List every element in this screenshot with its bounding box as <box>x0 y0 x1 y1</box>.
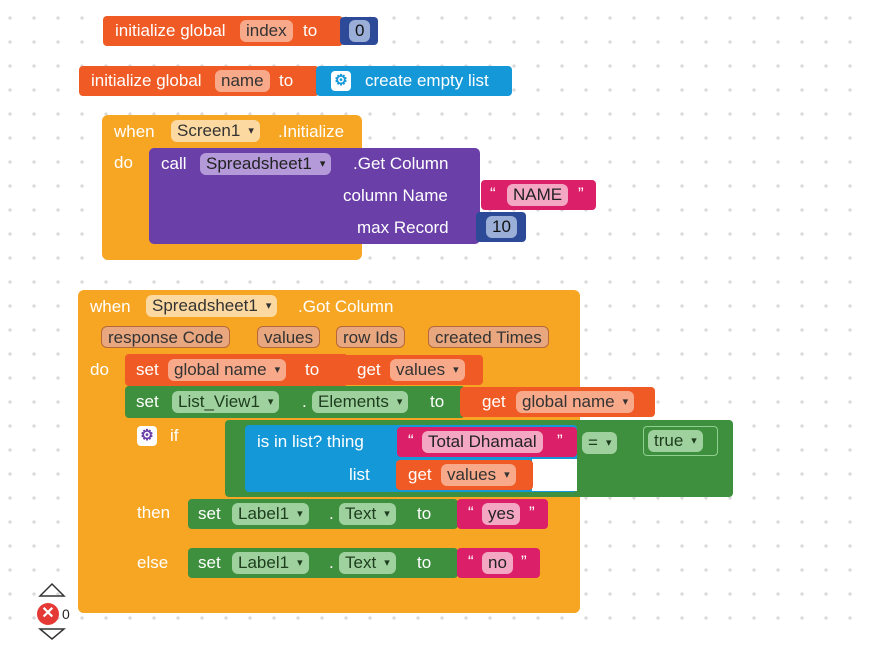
create-empty-list-block[interactable]: ⚙ create empty list <box>316 66 512 96</box>
thing-text-block[interactable]: “ Total Dhamaal ” <box>397 427 577 457</box>
open-quote-icon: “ <box>408 431 414 450</box>
get-global-name-block[interactable]: get global name <box>460 387 655 417</box>
get-label: get <box>408 465 432 484</box>
init-index-label: initialize global <box>115 21 226 40</box>
elements-property-dropdown[interactable]: Elements <box>312 391 409 413</box>
compare-operator-dropdown[interactable]: = <box>582 432 618 454</box>
max-record-number[interactable]: 10 <box>486 216 517 238</box>
global-name-dropdown[interactable]: global name <box>168 359 287 381</box>
set-listview-elements-block[interactable]: set List_View1 . Elements to <box>125 386 465 418</box>
get-values-dropdown[interactable]: values <box>390 359 465 381</box>
hide-warnings-toggle[interactable] <box>37 627 67 640</box>
label-component-dropdown[interactable]: Label1 <box>232 503 309 525</box>
set-label: set <box>136 392 159 411</box>
initialize-event-label: .Initialize <box>278 122 345 141</box>
true-block[interactable]: true <box>643 426 718 456</box>
get-global-name-dropdown[interactable]: global name <box>516 391 635 413</box>
open-quote-icon: “ <box>490 184 496 203</box>
get-column-method-label: .Get Column <box>353 154 449 173</box>
yes-text-block[interactable]: “ yes ” <box>457 499 548 529</box>
do-label: do <box>114 153 133 172</box>
init-name-label: initialize global <box>91 71 202 90</box>
dot-label: . <box>302 392 307 411</box>
param-response-code[interactable]: response Code <box>101 326 231 348</box>
max-record-number-block[interactable]: 10 <box>476 212 526 242</box>
dot-label: . <box>329 504 334 523</box>
param-created-times[interactable]: created Times <box>428 326 549 348</box>
if-label: if <box>170 426 179 445</box>
show-warnings-toggle[interactable] <box>38 582 66 598</box>
dot-label: . <box>329 553 334 572</box>
thing-text[interactable]: Total Dhamaal <box>422 431 543 453</box>
got-column-event-label: .Got Column <box>298 297 394 316</box>
get-values-block[interactable]: get values <box>343 355 483 385</box>
when-label: when <box>114 122 155 141</box>
error-count: 0 <box>62 606 70 622</box>
init-index-var[interactable]: index <box>240 20 293 42</box>
to-label: to <box>417 504 432 523</box>
to-label: to <box>417 553 432 572</box>
max-record-param-label: max Record <box>357 218 449 237</box>
to-label: to <box>430 392 445 411</box>
close-quote-icon: ” <box>557 431 563 450</box>
is-in-list-label: is in list? thing <box>257 432 364 451</box>
then-label: then <box>137 503 171 522</box>
list-label: list <box>349 465 370 484</box>
init-index-to: to <box>303 21 318 40</box>
boolean-dropdown[interactable]: true <box>648 430 703 452</box>
column-name-text-block[interactable]: “ NAME ” <box>481 180 596 210</box>
mutator-gear-icon[interactable]: ⚙ <box>137 426 157 446</box>
init-name-to: to <box>279 71 294 90</box>
call-get-column-block[interactable]: call Spreadsheet1 .Get Column column Nam… <box>149 148 480 244</box>
column-name-text[interactable]: NAME <box>507 184 569 206</box>
set-label: set <box>136 360 159 379</box>
get-label: get <box>482 392 506 411</box>
no-text[interactable]: no <box>482 552 513 574</box>
event-bottom-notch <box>78 596 122 604</box>
close-quote-icon: ” <box>529 503 535 522</box>
when-label: when <box>90 297 131 316</box>
listview-component-dropdown[interactable]: List_View1 <box>172 391 280 413</box>
open-quote-icon: “ <box>468 552 474 571</box>
event-bottom-bar <box>78 596 580 613</box>
close-quote-icon: ” <box>578 184 584 203</box>
no-text-block[interactable]: “ no ” <box>457 548 540 578</box>
to-label: to <box>305 360 320 379</box>
error-icon[interactable]: ✕ <box>37 603 59 625</box>
param-values[interactable]: values <box>257 326 321 348</box>
spreadsheet-component-dropdown[interactable]: Spreadsheet1 <box>200 153 332 175</box>
init-index-number-block[interactable]: 0 <box>340 17 378 45</box>
spreadsheet-event-component-dropdown[interactable]: Spreadsheet1 <box>146 295 278 317</box>
create-empty-list-label: create empty list <box>365 71 489 90</box>
text-property-dropdown[interactable]: Text <box>339 503 396 525</box>
empty-socket <box>532 459 577 491</box>
close-quote-icon: ” <box>521 552 527 571</box>
param-row-ids[interactable]: row Ids <box>336 326 405 348</box>
get-list-values-block[interactable]: get values <box>396 460 533 490</box>
set-label: set <box>198 504 221 523</box>
gear-icon[interactable]: ⚙ <box>331 71 351 91</box>
column-name-param-label: column Name <box>343 186 448 205</box>
call-label: call <box>161 154 187 173</box>
get-label: get <box>357 360 381 379</box>
list-values-dropdown[interactable]: values <box>441 464 516 486</box>
set-label: set <box>198 553 221 572</box>
open-quote-icon: “ <box>468 503 474 522</box>
init-index-block[interactable]: initialize global index to <box>103 16 343 46</box>
triangle-down-icon <box>37 628 67 640</box>
label-component-dropdown[interactable]: Label1 <box>232 552 309 574</box>
do-label: do <box>90 360 109 379</box>
triangle-up-icon <box>38 582 66 597</box>
text-property-dropdown[interactable]: Text <box>339 552 396 574</box>
init-index-number[interactable]: 0 <box>349 20 371 42</box>
set-label-text-else-block[interactable]: set Label1 . Text to <box>188 548 458 578</box>
set-global-name-block[interactable]: set global name to <box>125 354 348 386</box>
init-name-block[interactable]: initialize global name to <box>79 66 319 96</box>
screen-component-dropdown[interactable]: Screen1 <box>171 120 260 142</box>
yes-text[interactable]: yes <box>482 503 521 525</box>
init-name-var[interactable]: name <box>215 70 270 92</box>
set-label-text-then-block[interactable]: set Label1 . Text to <box>188 499 458 529</box>
else-label: else <box>137 553 169 572</box>
